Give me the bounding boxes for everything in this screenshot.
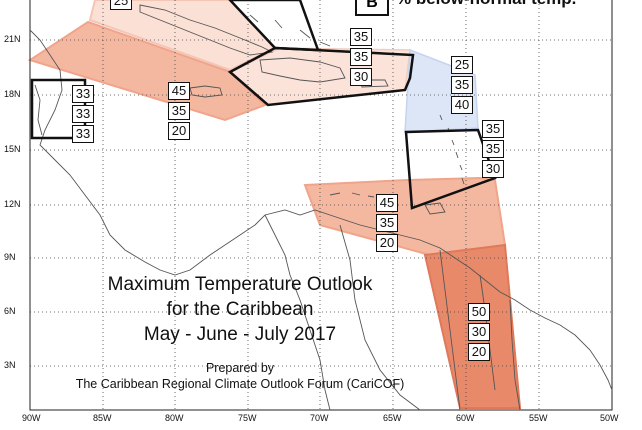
x-tick: 80W [165, 413, 184, 423]
y-tick: 18N [4, 89, 21, 99]
x-tick: 70W [310, 413, 329, 423]
probability-cell: 30 [468, 323, 490, 341]
probability-cell: 33 [72, 105, 94, 123]
zone-jamaica [27, 20, 267, 122]
credit-line-1: Prepared by [205, 361, 275, 375]
forecast-box-jamaica: 45 35 20 [168, 82, 190, 142]
x-tick: 60W [456, 413, 475, 423]
probability-cell: 33 [72, 85, 94, 103]
y-tick: 6N [4, 306, 16, 316]
probability-cell: 25 [451, 56, 473, 74]
probability-cell: 30 [482, 160, 504, 178]
x-tick: 55W [529, 413, 548, 423]
legend-letter-box: B [355, 0, 389, 16]
probability-cell: 45 [168, 82, 190, 100]
forecast-box-belize: 33 33 33 [72, 85, 94, 145]
forecast-box-cuba: 25 [110, 0, 132, 12]
forecast-box-leeward: 25 35 40 [451, 56, 473, 116]
probability-cell: 35 [350, 28, 372, 46]
probability-cell: 35 [451, 76, 473, 94]
probability-cell: 20 [376, 234, 398, 252]
probability-cell: 20 [168, 122, 190, 140]
title-line-1: Maximum Temperature Outlook [107, 274, 373, 295]
y-tick: 3N [4, 360, 16, 370]
coastlines [29, 4, 613, 411]
region-hispaniola [227, 46, 415, 107]
probability-cell: 30 [350, 68, 372, 86]
probability-cell: 20 [468, 343, 490, 361]
forecast-box-guianas: 50 30 20 [468, 303, 490, 363]
forecast-box-windward: 35 35 30 [482, 120, 504, 180]
forecast-box-trinidad: 45 35 20 [376, 194, 398, 254]
x-tick: 85W [93, 413, 112, 423]
probability-cell: 25 [110, 0, 132, 10]
y-tick: 15N [4, 144, 21, 154]
forecast-box-hispaniola: 35 35 30 [350, 28, 372, 88]
map-frame [29, 0, 613, 411]
x-tick: 65W [383, 413, 402, 423]
region-windward [404, 128, 497, 210]
probability-cell: 50 [468, 303, 490, 321]
probability-cell: 45 [376, 194, 398, 212]
probability-cell: 40 [451, 96, 473, 114]
credit: Prepared by The Caribbean Regional Clima… [40, 360, 440, 392]
y-tick: 9N [4, 252, 16, 262]
title-line-2: for the Caribbean [166, 299, 314, 320]
y-tick: 21N [4, 34, 21, 44]
x-tick: 50W [600, 413, 619, 423]
probability-cell: 35 [482, 120, 504, 138]
title-line-3: May - June - July 2017 [143, 324, 337, 345]
probability-cell: 35 [482, 140, 504, 158]
x-tick: 75W [238, 413, 257, 423]
probability-cell: 35 [376, 214, 398, 232]
probability-cell: 33 [72, 125, 94, 143]
probability-cell: 35 [350, 48, 372, 66]
map-title: Maximum Temperature Outlook for the Cari… [60, 272, 420, 347]
legend-text: % below-normal temp. [396, 0, 576, 9]
x-tick: 90W [22, 413, 41, 423]
credit-line-2: The Caribbean Regional Climate Outlook F… [75, 377, 405, 391]
y-tick: 12N [4, 199, 21, 209]
zone-trinidad [303, 176, 507, 257]
probability-cell: 35 [168, 102, 190, 120]
